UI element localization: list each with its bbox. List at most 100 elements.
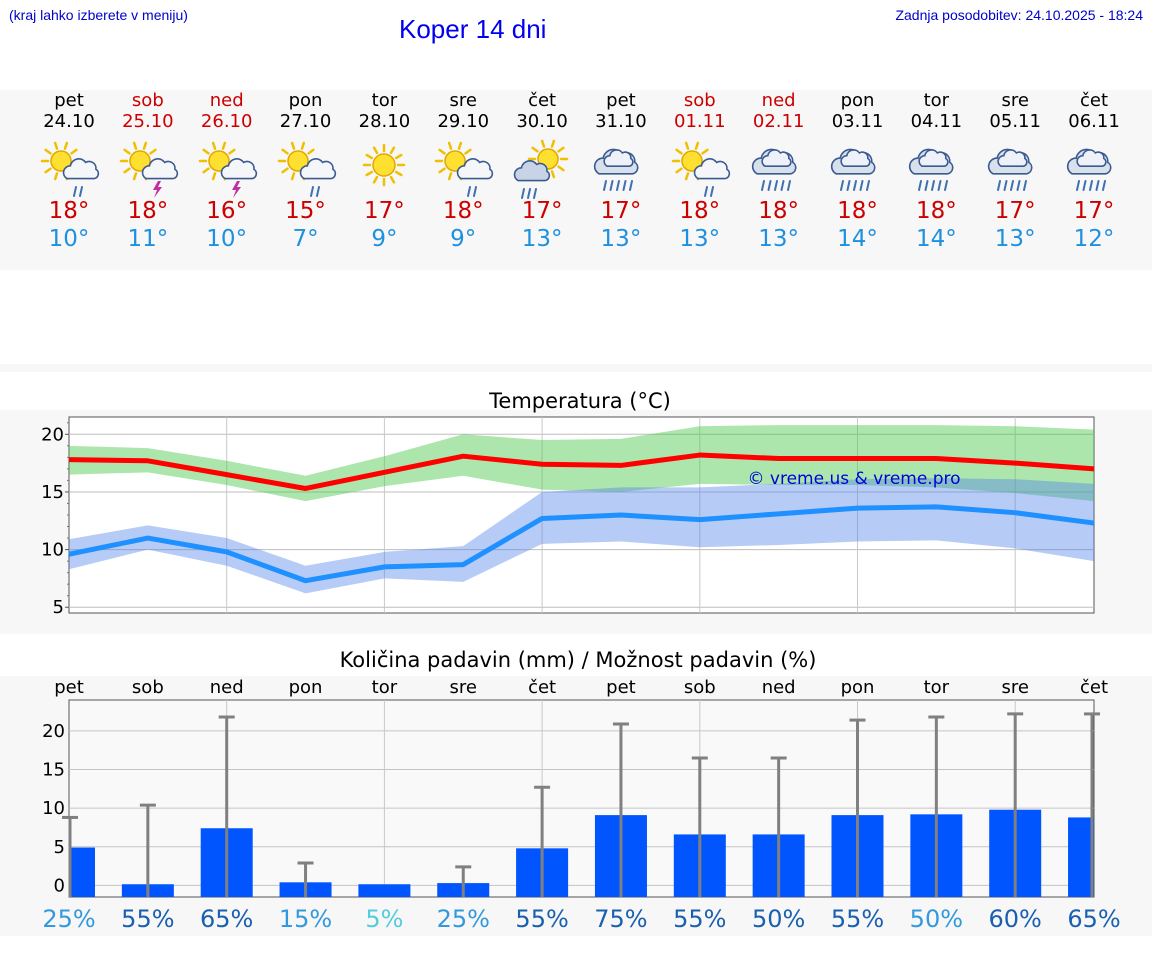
temp-min: 13° bbox=[600, 226, 642, 252]
temp-max: 17° bbox=[994, 198, 1036, 224]
sun-cloud-rain-icon bbox=[277, 141, 336, 197]
precip-chance: 55% bbox=[673, 905, 726, 933]
sun-cloud-thunder-icon bbox=[119, 141, 178, 198]
precipitation-chart: Količina padavin (mm) / Možnost padavin … bbox=[42, 648, 1121, 933]
day-date: 28.10 bbox=[358, 111, 411, 132]
sun-behind-cloud-rain-icon bbox=[513, 139, 569, 199]
temp-min: 14° bbox=[837, 226, 878, 252]
temp-min: 9° bbox=[371, 226, 398, 252]
temp-max: 18° bbox=[837, 198, 878, 224]
day-date: 06.11 bbox=[1068, 111, 1120, 132]
temp-max: 17° bbox=[1073, 198, 1115, 224]
temp-max: 18° bbox=[679, 198, 721, 224]
temp-max: 18° bbox=[442, 198, 484, 224]
last-updated: Zadnja posodobitev: 24.10.2025 - 18:24 bbox=[895, 7, 1143, 23]
page-title: Koper 14 dni bbox=[399, 14, 547, 44]
precip-chance: 50% bbox=[910, 905, 963, 933]
temp-max: 15° bbox=[285, 198, 326, 224]
day-name: pet bbox=[606, 90, 636, 111]
day-forecast: sre 05.11 17° 13° bbox=[975, 90, 1055, 253]
temp-min: 7° bbox=[292, 226, 319, 252]
day-name: sob bbox=[683, 90, 716, 111]
cloud-heavy-rain-icon bbox=[1066, 148, 1112, 191]
y-tick-label: 5 bbox=[54, 837, 65, 858]
precip-bar bbox=[358, 884, 411, 897]
day-name: sre bbox=[449, 90, 477, 111]
sun-cloud-rain-icon bbox=[671, 141, 730, 197]
divider bbox=[0, 364, 1152, 372]
y-tick-label: 10 bbox=[41, 540, 64, 561]
precip-chance: 15% bbox=[279, 905, 332, 933]
precip-chance: 75% bbox=[594, 905, 647, 933]
sun-icon bbox=[363, 143, 406, 187]
day-date: 24.10 bbox=[43, 111, 95, 132]
precip-chance: 55% bbox=[121, 905, 174, 933]
x-category-label: pon bbox=[289, 677, 323, 698]
day-date: 25.10 bbox=[122, 111, 174, 132]
y-tick-label: 15 bbox=[41, 482, 64, 503]
precip-chance: 50% bbox=[752, 905, 805, 933]
cloud-heavy-rain-icon bbox=[751, 148, 797, 191]
temp-min: 10° bbox=[48, 226, 90, 252]
day-forecast: sre 29.10 18° 9° bbox=[423, 90, 503, 253]
day-date: 31.10 bbox=[595, 111, 647, 132]
precip-chance: 60% bbox=[989, 905, 1042, 933]
watermark: © vreme.us & vreme.pro bbox=[747, 469, 960, 489]
forecast-strip bbox=[0, 90, 1152, 270]
x-category-label: sre bbox=[1001, 677, 1028, 698]
x-category-label: tor bbox=[372, 677, 398, 698]
sun-cloud-thunder-icon bbox=[198, 141, 257, 198]
day-name: pon bbox=[288, 90, 323, 111]
day-name: sob bbox=[131, 90, 164, 111]
temp-max: 17° bbox=[600, 198, 642, 224]
day-name: pet bbox=[54, 90, 84, 111]
day-forecast: sob 01.11 18° 13° bbox=[660, 90, 740, 253]
day-date: 03.11 bbox=[831, 111, 884, 132]
day-forecast: pon 03.11 18° 14° bbox=[818, 90, 898, 253]
temp-max: 17° bbox=[521, 198, 563, 224]
precip-chance: 65% bbox=[200, 905, 253, 933]
day-forecast: ned 26.10 16° 10° bbox=[187, 90, 267, 253]
min-temp-range-band bbox=[69, 478, 1095, 594]
day-date: 04.11 bbox=[910, 111, 963, 132]
day-forecast: čet 06.11 17° 12° bbox=[1054, 90, 1134, 253]
precip-chance: 55% bbox=[515, 905, 568, 933]
temp-max: 18° bbox=[915, 198, 957, 224]
day-name: sre bbox=[1001, 90, 1029, 111]
sun-cloud-rain-icon bbox=[40, 141, 100, 197]
y-tick-label: 20 bbox=[42, 721, 65, 742]
x-category-label: pon bbox=[841, 677, 875, 698]
cloud-heavy-rain-icon bbox=[909, 148, 954, 191]
temp-max: 17° bbox=[364, 198, 405, 224]
precip-bar bbox=[1068, 817, 1094, 897]
day-date: 26.10 bbox=[200, 111, 253, 132]
y-tick-label: 15 bbox=[42, 760, 65, 781]
day-forecast: tor 28.10 17° 9° bbox=[344, 90, 424, 253]
precip-chance: 25% bbox=[437, 905, 490, 933]
temp-min: 14° bbox=[915, 226, 957, 252]
temp-min: 9° bbox=[450, 226, 477, 252]
day-forecast: pon 27.10 15° 7° bbox=[266, 90, 346, 253]
x-category-label: ned bbox=[762, 677, 796, 698]
sun-cloud-rain-icon bbox=[435, 141, 494, 197]
day-date: 01.11 bbox=[674, 111, 726, 132]
precip-chance: 25% bbox=[42, 905, 95, 933]
y-tick-label: 5 bbox=[53, 597, 64, 618]
day-name: čet bbox=[528, 90, 557, 111]
day-name: ned bbox=[209, 90, 244, 111]
y-tick-label: 20 bbox=[41, 424, 64, 445]
precip-chance: 65% bbox=[1067, 905, 1120, 933]
cloud-heavy-rain-icon bbox=[593, 148, 639, 191]
x-category-label: pet bbox=[54, 677, 84, 698]
day-date: 02.11 bbox=[752, 111, 805, 132]
day-forecast: ned 02.11 18° 13° bbox=[739, 90, 819, 253]
x-category-label: ned bbox=[210, 677, 244, 698]
x-category-label: čet bbox=[528, 677, 556, 698]
day-forecast: pet 24.10 18° 10° bbox=[29, 90, 109, 253]
day-date: 29.10 bbox=[437, 111, 490, 132]
temp-min: 13° bbox=[758, 226, 800, 252]
temp-min: 13° bbox=[679, 226, 721, 252]
temp-max: 18° bbox=[127, 198, 169, 224]
temperature-chart-title: Temperatura (°C) bbox=[488, 389, 671, 413]
temp-max: 16° bbox=[206, 198, 248, 224]
